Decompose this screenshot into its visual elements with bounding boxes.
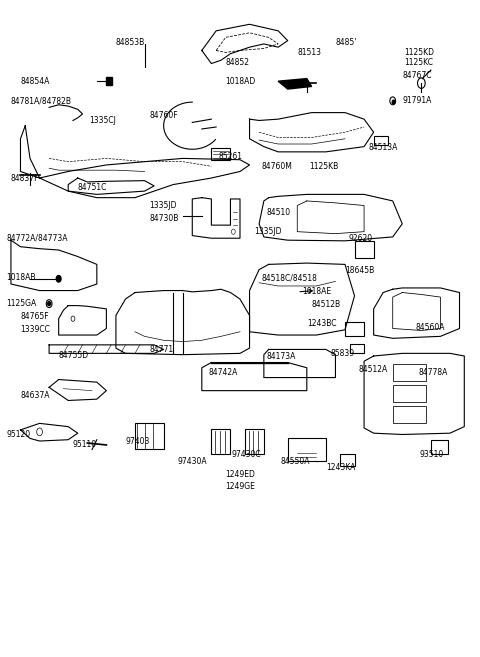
Text: 18645B: 18645B	[345, 267, 374, 275]
Text: 97403: 97403	[125, 436, 150, 445]
Text: 84550A: 84550A	[281, 457, 310, 466]
Text: 85839: 85839	[331, 349, 355, 358]
Text: 84760M: 84760M	[262, 162, 292, 171]
Text: 91791A: 91791A	[402, 97, 432, 105]
Text: 84837F: 84837F	[11, 173, 39, 183]
Text: 1335JD: 1335JD	[254, 227, 282, 236]
Bar	[393, 365, 426, 381]
Text: 1125GA: 1125GA	[6, 299, 36, 308]
Bar	[340, 454, 355, 466]
Text: 84765F: 84765F	[21, 312, 49, 321]
Text: 84853B: 84853B	[116, 38, 145, 47]
Text: 84560A: 84560A	[416, 323, 445, 332]
Text: 1335JD: 1335JD	[149, 201, 177, 210]
Bar	[431, 440, 447, 454]
Bar	[373, 135, 388, 145]
Text: 97430A: 97430A	[177, 457, 206, 466]
Text: 1125KC: 1125KC	[405, 58, 433, 67]
Text: 84173A: 84173A	[266, 352, 296, 361]
Text: 1335CJ: 1335CJ	[90, 116, 117, 125]
Text: 84767C: 84767C	[402, 71, 432, 79]
Text: 84742A: 84742A	[209, 369, 239, 378]
Text: 84852: 84852	[226, 58, 250, 67]
Text: 84760F: 84760F	[149, 112, 178, 120]
Bar	[345, 322, 364, 336]
Text: 1249ED: 1249ED	[225, 470, 254, 479]
Text: 84637A: 84637A	[21, 391, 50, 399]
Text: 97430C: 97430C	[231, 450, 261, 459]
Text: 84772A/84773A: 84772A/84773A	[6, 234, 68, 242]
Text: 84512B: 84512B	[312, 300, 341, 309]
Bar	[211, 148, 230, 160]
Bar	[393, 406, 426, 422]
Text: 1018AE: 1018AE	[302, 286, 331, 296]
Text: 84778A: 84778A	[419, 369, 448, 378]
Bar	[355, 242, 373, 258]
Text: 1125KD: 1125KD	[405, 48, 435, 57]
Polygon shape	[278, 79, 312, 89]
Bar	[350, 344, 364, 353]
Text: 1339CC: 1339CC	[21, 325, 50, 334]
Text: 92620: 92620	[349, 235, 373, 243]
Text: 84755D: 84755D	[59, 351, 89, 361]
Text: 1125KB: 1125KB	[309, 162, 338, 171]
Circle shape	[56, 275, 61, 282]
Bar	[393, 386, 426, 402]
Text: 1243BC: 1243BC	[307, 319, 336, 328]
Bar	[135, 422, 164, 449]
Text: 84771: 84771	[149, 345, 173, 354]
Text: 84854A: 84854A	[21, 77, 50, 85]
Text: 84518C/84518: 84518C/84518	[262, 273, 317, 283]
Text: 84751C: 84751C	[78, 183, 107, 192]
Text: 84512A: 84512A	[359, 365, 388, 374]
Bar	[288, 438, 326, 461]
Text: 1018AB: 1018AB	[6, 273, 36, 282]
Text: 84510: 84510	[266, 208, 290, 217]
Text: 93510: 93510	[420, 450, 444, 459]
Text: 8485': 8485'	[336, 38, 357, 47]
Circle shape	[392, 100, 395, 104]
Text: 85261: 85261	[218, 152, 242, 161]
Bar	[211, 429, 230, 454]
Text: 84781A/84782B: 84781A/84782B	[11, 97, 72, 106]
Bar	[107, 78, 112, 85]
Text: 84730B: 84730B	[149, 214, 179, 223]
Text: 1243KA: 1243KA	[326, 463, 355, 472]
Bar	[245, 429, 264, 454]
Text: 1249GE: 1249GE	[225, 482, 254, 491]
Text: 81513: 81513	[297, 48, 321, 57]
Text: 1018AD: 1018AD	[226, 78, 256, 86]
Text: 84513A: 84513A	[369, 143, 398, 152]
Text: 95120: 95120	[6, 430, 30, 439]
Circle shape	[48, 302, 50, 306]
Text: 95110: 95110	[73, 440, 97, 449]
